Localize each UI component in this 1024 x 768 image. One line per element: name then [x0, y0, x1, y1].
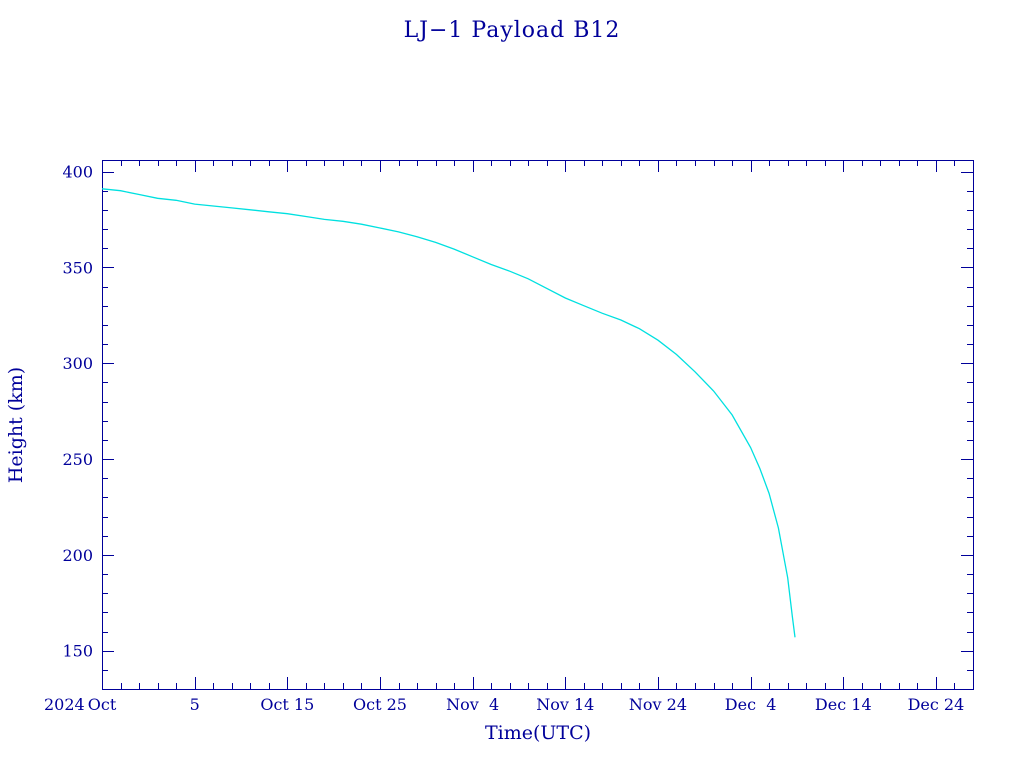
y-tick-label: 300: [62, 354, 93, 373]
x-tick-label: Nov 14: [536, 695, 594, 714]
x-tick-label: Nov 24: [629, 695, 687, 714]
y-tick-label: 350: [62, 258, 93, 277]
x-tick-label: Oct 25: [353, 695, 407, 714]
x-year-label: 2024: [44, 695, 85, 714]
x-tick-label: Nov 4: [446, 695, 499, 714]
x-tick-label: 5: [190, 695, 200, 714]
axis-ticks: 150 200 250 300 350 400 2024 Oct 5 Oct 15 Oct 25 No…: [44, 160, 974, 714]
x-axis-label: Time(UTC): [485, 722, 591, 744]
x-tick-label: Dec 14: [815, 695, 872, 714]
x-tick-label: Oct: [88, 695, 117, 714]
x-tick-label: Dec 4: [725, 695, 777, 714]
y-axis-label: Height (km): [5, 367, 27, 483]
x-tick-label: Oct 15: [260, 695, 314, 714]
y-tick-label: 200: [62, 546, 93, 565]
series-line: [101, 188, 796, 638]
y-tick-label: 250: [62, 450, 93, 469]
y-tick-label: 400: [62, 163, 93, 182]
plot-frame: [102, 160, 974, 690]
series-group: [101, 188, 796, 638]
chart-title: LJ−1 Payload B12: [404, 18, 621, 43]
y-tick-label: 150: [62, 642, 93, 661]
x-tick-label: Dec 24: [908, 695, 965, 714]
